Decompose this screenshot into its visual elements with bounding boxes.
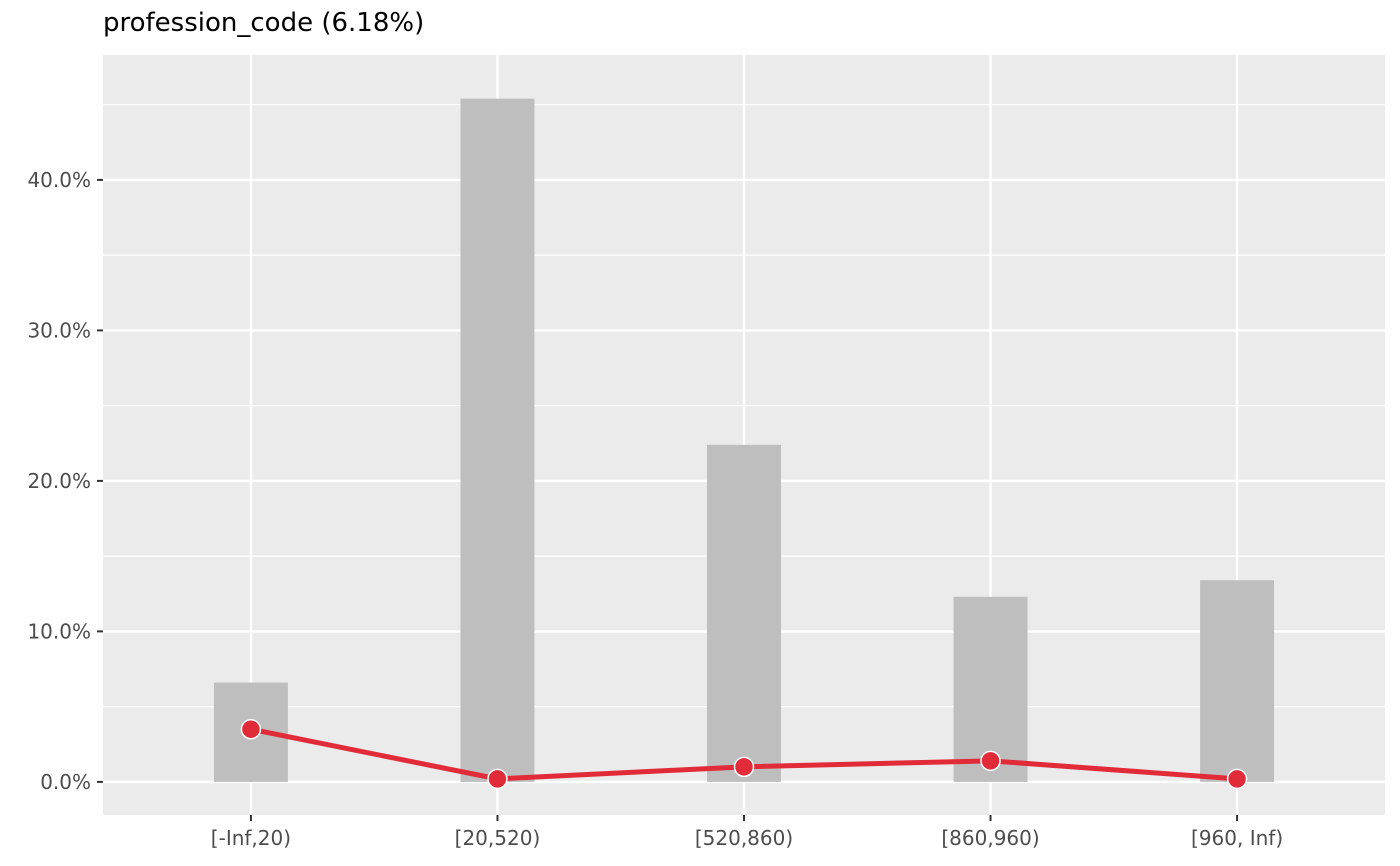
data-point [487,768,508,790]
bar [707,444,781,782]
x-axis: [-Inf,20) [20,520) [520,860) [860,960) [960,… [211,815,1283,850]
x-tick-label: [20,520) [455,826,541,850]
x-tick-label: [520,860) [695,826,793,850]
data-point [240,718,262,740]
y-tick-label: 0.0% [40,770,91,794]
y-tick-label: 40.0% [27,168,91,192]
y-tick-label: 30.0% [27,318,91,342]
x-tick-label: [-Inf,20) [211,826,291,850]
y-tick-label: 10.0% [27,619,91,643]
chart-title: profession_code (6.18%) [103,8,425,38]
x-tick-label: [960, Inf) [1191,826,1283,850]
data-point [1226,768,1248,790]
bar [460,98,535,782]
x-tick-label: [860,960) [941,826,1039,850]
bar-series [213,98,1275,782]
bar [1200,580,1275,782]
line-points [240,718,1248,790]
data-point [980,750,1001,772]
y-tick-label: 20.0% [27,469,91,493]
data-point [733,756,755,778]
y-axis: 0.0% 10.0% 20.0% 30.0% 40.0% [27,168,103,794]
